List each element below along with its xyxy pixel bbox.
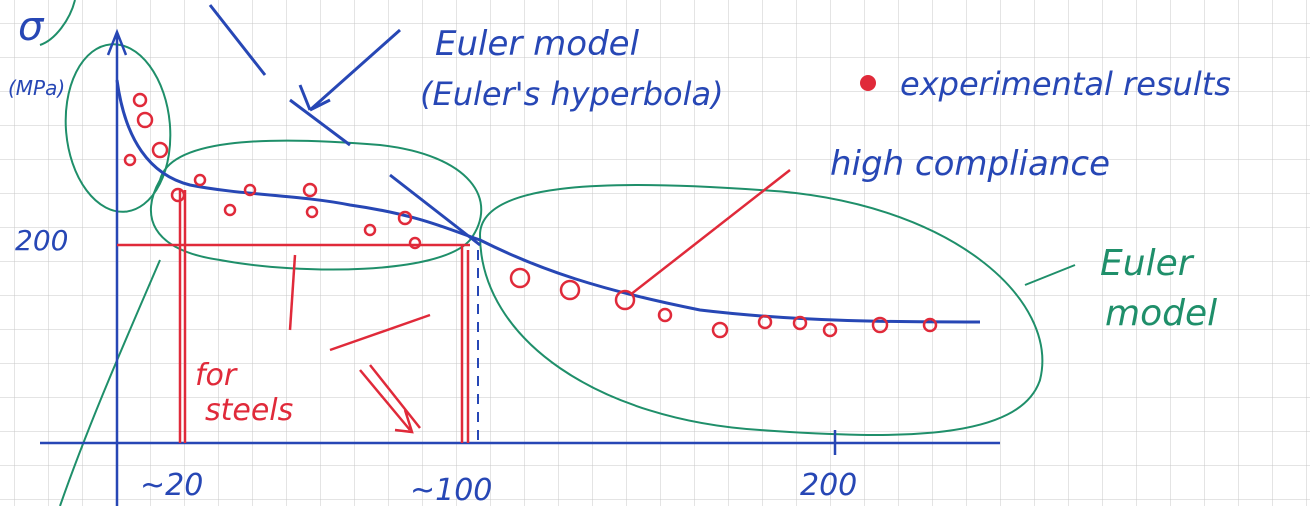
euler-model-title: Euler model [435, 24, 640, 64]
legend-dot [860, 75, 876, 91]
high-compliance: high compliance [830, 144, 1110, 184]
y-symbol: σ [18, 4, 45, 50]
euler-model-right: Euler [1100, 243, 1195, 284]
y-unit: (MPa) [8, 76, 65, 100]
euler-model-right: model [1105, 293, 1217, 334]
experimental-results: experimental results [900, 65, 1231, 103]
sketch: σ (MPa) 200 ~20 ~100 200 Euler model (Eu… [0, 0, 1310, 506]
for-steels: steels [205, 393, 293, 428]
x-tick-label: 200 [800, 468, 857, 503]
euler-hyperbola: (Euler's hyperbola) [420, 75, 724, 113]
page: σ (MPa) 200 ~20 ~100 200 Euler model (Eu… [0, 0, 1310, 506]
y-tick-label: 200 [15, 224, 68, 257]
x-tick-label: ~20 [140, 468, 203, 503]
for-steels: for [195, 358, 238, 393]
x-tick-label: ~100 [410, 473, 492, 506]
